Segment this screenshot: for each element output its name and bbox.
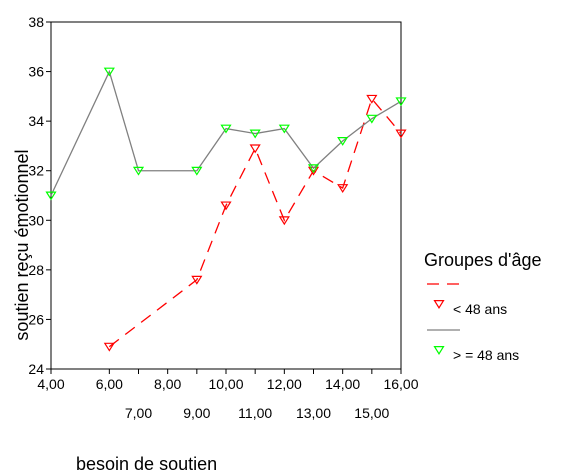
legend-items: < 48 ans > = 48 ans — [427, 283, 519, 363]
legend-title: Groupes d'âge — [424, 250, 542, 270]
x-tick-label: 11,00 — [238, 405, 272, 421]
y-tick-label: 34 — [28, 113, 44, 129]
y-tick-label: 36 — [28, 64, 44, 80]
series-1-point — [337, 184, 349, 194]
legend-label-2: > = 48 ans — [453, 347, 519, 363]
x-tick-label: 7,00 — [125, 405, 152, 421]
y-tick-label: 28 — [28, 262, 44, 278]
x-tick-label: 13,00 — [296, 405, 331, 421]
series-1-line — [108, 97, 402, 348]
series-2-point — [307, 164, 320, 174]
x-tick-label: 14,00 — [325, 376, 360, 392]
legend: Groupes d'âge < 48 ans > = 48 ans — [424, 250, 542, 363]
x-tick-label: 9,00 — [183, 405, 210, 421]
x-tick-label: 10,00 — [208, 376, 243, 392]
legend-label-1: < 48 ans — [453, 301, 507, 317]
series-1-point — [278, 216, 290, 226]
x-tick-label: 4,00 — [37, 376, 64, 392]
series-1-point — [103, 342, 115, 352]
y-tick-label: 38 — [28, 14, 44, 30]
series-1-point — [249, 144, 261, 154]
series-2-point — [45, 191, 57, 201]
x-axis: 4,00 6,00 8,00 10,00 12,00 14,00 16,00 7,00 9,00… — [37, 369, 419, 421]
series-2-point — [278, 124, 290, 134]
x-tick-label: 12,00 — [267, 376, 302, 392]
x-axis-label: besoin de soutien — [76, 454, 217, 474]
series-2-point — [249, 129, 261, 139]
legend-marker-2 — [433, 346, 445, 355]
x-tick-label: 6,00 — [96, 376, 123, 392]
series-2-point — [103, 67, 115, 77]
series-2-point — [395, 97, 407, 107]
y-tick-label: 32 — [28, 163, 44, 179]
x-tick-label: 8,00 — [154, 376, 181, 392]
series-2-point — [337, 136, 349, 146]
plot-frame — [50, 21, 402, 370]
series-1-point — [395, 129, 407, 139]
x-tick-label: 15,00 — [354, 405, 389, 421]
series-1-point — [220, 201, 232, 211]
series-2 — [45, 67, 407, 201]
y-tick-label: 30 — [28, 212, 44, 228]
y-tick-label: 24 — [28, 361, 44, 377]
series-1-point — [366, 94, 378, 104]
y-axis-label: soutien reçu émotionnel — [12, 149, 32, 340]
series-2-point — [132, 166, 145, 176]
series-2-point — [366, 114, 378, 124]
series-layer — [45, 67, 407, 352]
x-tick-label: 16,00 — [383, 376, 418, 392]
series-2-point — [220, 124, 232, 134]
y-axis: 24 26 28 30 32 34 36 38 — [28, 14, 51, 377]
series-1-point — [191, 275, 203, 285]
series-2-point — [191, 166, 203, 176]
legend-marker-1 — [433, 300, 445, 309]
series-2-line — [50, 69, 402, 196]
y-tick-label: 26 — [28, 311, 44, 327]
